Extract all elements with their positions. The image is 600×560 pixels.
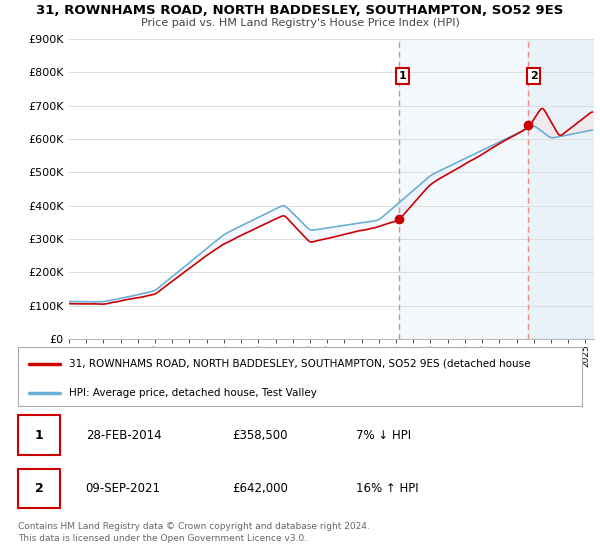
Text: 28-FEB-2014: 28-FEB-2014 bbox=[86, 428, 161, 441]
Bar bbox=[399, 39, 594, 339]
Text: 31, ROWNHAMS ROAD, NORTH BADDESLEY, SOUTHAMPTON, SO52 9ES (detached house: 31, ROWNHAMS ROAD, NORTH BADDESLEY, SOUT… bbox=[69, 358, 530, 368]
FancyBboxPatch shape bbox=[18, 416, 60, 455]
Text: £358,500: £358,500 bbox=[232, 428, 288, 441]
Text: 1: 1 bbox=[35, 428, 44, 441]
Bar bbox=[529, 39, 594, 339]
Text: 09-SEP-2021: 09-SEP-2021 bbox=[86, 482, 161, 494]
Text: 7% ↓ HPI: 7% ↓ HPI bbox=[356, 428, 412, 441]
Text: Price paid vs. HM Land Registry's House Price Index (HPI): Price paid vs. HM Land Registry's House … bbox=[140, 18, 460, 29]
Text: 16% ↑ HPI: 16% ↑ HPI bbox=[356, 482, 419, 494]
Text: 1: 1 bbox=[398, 71, 406, 81]
Text: 31, ROWNHAMS ROAD, NORTH BADDESLEY, SOUTHAMPTON, SO52 9ES: 31, ROWNHAMS ROAD, NORTH BADDESLEY, SOUT… bbox=[37, 4, 563, 17]
Text: 2: 2 bbox=[35, 482, 44, 494]
Text: HPI: Average price, detached house, Test Valley: HPI: Average price, detached house, Test… bbox=[69, 388, 317, 398]
FancyBboxPatch shape bbox=[18, 469, 60, 508]
Text: 2: 2 bbox=[530, 71, 538, 81]
Text: Contains HM Land Registry data © Crown copyright and database right 2024.
This d: Contains HM Land Registry data © Crown c… bbox=[18, 522, 370, 543]
Text: £642,000: £642,000 bbox=[232, 482, 288, 494]
